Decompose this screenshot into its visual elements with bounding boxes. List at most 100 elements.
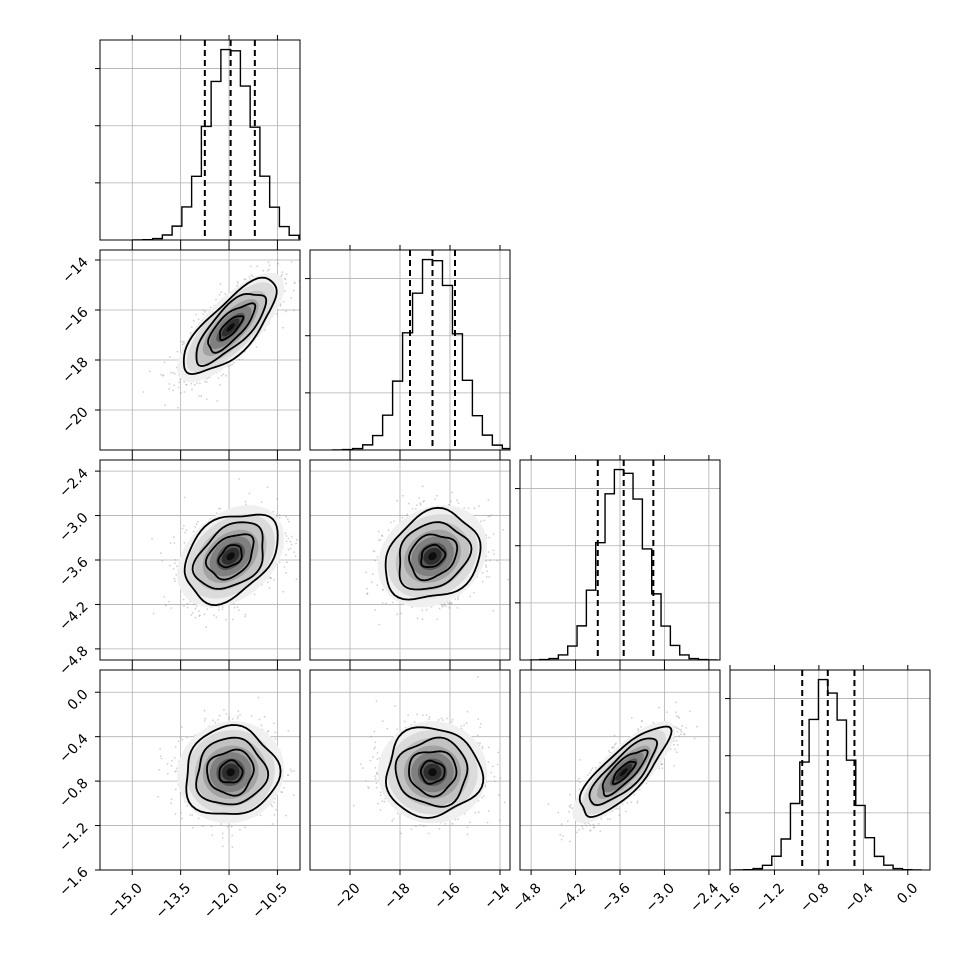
frame-2-1 [309, 459, 511, 661]
scatter-point-2-0-868 [238, 478, 241, 480]
scatter-point-3-0-368 [211, 834, 214, 836]
scatter-point-1-0-1268 [172, 371, 175, 374]
scatter-point-2-0-1034 [231, 618, 234, 621]
scatter-point-2-0-773 [225, 618, 227, 621]
scatter-point-1-0-1254 [220, 291, 223, 293]
scatter-point-2-0-392 [151, 537, 153, 540]
scatter-point-2-0-1158 [161, 559, 164, 562]
scatter-point-3-0-467 [260, 724, 263, 727]
panels-layer [95, 35, 931, 875]
scatter-point-3-0-384 [271, 823, 274, 825]
scatter-point-2-0-91 [296, 538, 298, 541]
contour-1-0-3 [182, 276, 278, 376]
scatter-point-1-0-749 [244, 278, 247, 281]
scatter-point-2-1-345 [451, 491, 453, 494]
frame-2-0 [99, 459, 301, 661]
scatter-point-2-1-446 [456, 499, 458, 502]
scatter-point-2-1-498 [488, 576, 491, 578]
panel-0-0-content [100, 40, 300, 240]
scatter-point-1-0-1178 [276, 312, 278, 315]
panel-3-0 [95, 665, 301, 875]
scatter-point-1-0-1244 [238, 358, 241, 361]
scatter-point-1-0-13 [222, 373, 225, 376]
scatter-point-1-0-1222 [229, 364, 232, 366]
scatter-point-2-0-78 [278, 516, 281, 519]
density-2-0 [177, 505, 285, 608]
scatter-point-2-1-174 [366, 592, 369, 595]
scatter-point-2-0-567 [205, 626, 208, 629]
scatter-point-2-0-13 [192, 530, 195, 533]
contour-1-0-1 [207, 302, 257, 354]
scatter-point-2-1-26 [391, 601, 394, 604]
scatter-point-2-1-852 [485, 576, 488, 578]
scatter-point-1-0-997 [219, 384, 221, 386]
scatter-point-2-1-107 [485, 559, 487, 562]
scatter-point-2-0-545 [290, 535, 293, 538]
scatter-point-1-0-1158 [293, 282, 296, 285]
scatter-point-2-0-920 [244, 500, 247, 503]
scatter-point-2-0-1303 [283, 566, 286, 568]
scatter-point-2-1-981 [448, 606, 451, 609]
scatter-point-2-1-510 [372, 550, 375, 552]
scatter-point-1-0-256 [250, 274, 253, 276]
scatter-point-2-0-1387 [248, 492, 251, 495]
scatter-point-1-0-833 [262, 269, 265, 272]
scatter-point-2-0-496 [197, 520, 199, 523]
scatter-point-2-1-1348 [408, 502, 410, 505]
scatter-point-3-0-34 [273, 814, 276, 816]
scatter-point-1-0-413 [168, 387, 171, 390]
scatter-point-2-0-775 [287, 520, 290, 523]
scatter-point-2-1-17 [415, 504, 418, 507]
scatter-point-1-0-566 [276, 258, 279, 261]
scatter-point-2-0-1269 [244, 615, 246, 618]
panel-2-2-content [520, 460, 720, 660]
scatter-point-1-0-280 [220, 374, 223, 377]
scatter-point-2-1-1122 [374, 559, 376, 562]
scatter-point-2-0-224 [152, 612, 155, 615]
scatter-point-2-1-79 [401, 516, 404, 519]
scatter-point-2-0-1304 [183, 525, 185, 527]
contour-2-1-0 [420, 543, 447, 568]
scatter-point-1-0-309 [282, 326, 284, 329]
scatter-point-2-0-1272 [195, 523, 198, 526]
scatter-point-2-0-664 [287, 548, 290, 551]
scatter-point-1-0-965 [279, 304, 282, 307]
scatter-point-3-0-82 [239, 828, 241, 831]
scatter-point-2-1-336 [374, 609, 377, 611]
scatter-point-2-1-283 [381, 602, 384, 604]
scatter-point-2-0-939 [285, 535, 288, 537]
scatter-point-1-0-1302 [268, 268, 271, 271]
scatter-point-2-0-347 [190, 614, 193, 616]
scatter-point-2-1-599 [436, 494, 438, 497]
scatter-point-2-0-1169 [267, 581, 269, 584]
scatter-point-2-1-903 [399, 612, 402, 615]
scatter-point-3-0-444 [230, 825, 233, 828]
scatter-point-3-0-31 [221, 845, 224, 848]
scatter-point-1-0-189 [248, 275, 251, 278]
scatter-point-2-1-924 [446, 601, 449, 604]
scatter-point-1-0-756 [266, 269, 269, 272]
scatter-point-2-1-857 [370, 581, 373, 584]
scatter-point-1-0-191 [293, 309, 295, 312]
scatter-point-1-0-184 [205, 381, 208, 384]
scatter-point-3-0-199 [231, 846, 234, 849]
scatter-point-2-1-260 [365, 571, 367, 574]
scatter-point-2-1-761 [483, 519, 486, 522]
scatter-point-1-0-362 [219, 282, 222, 285]
scatter-point-2-0-349 [185, 529, 188, 532]
scatter-point-2-0-561 [164, 604, 167, 607]
scatter-point-1-0-709 [185, 383, 188, 386]
scatter-point-2-1-769 [381, 588, 384, 591]
scatter-point-2-0-921 [181, 527, 184, 530]
scatter-point-2-0-7 [159, 552, 162, 554]
scatter-point-1-0-703 [172, 389, 174, 392]
scatter-point-3-0-11 [192, 826, 194, 829]
scatter-point-2-0-460 [218, 507, 220, 510]
scatter-point-1-0-1091 [180, 391, 182, 394]
scatter-point-1-0-117 [176, 350, 179, 353]
scatter-point-2-0-1164 [286, 518, 289, 520]
scatter-point-2-1-218 [493, 553, 496, 555]
scatter-point-1-0-713 [168, 356, 171, 358]
scatter-point-2-0-1011 [245, 503, 247, 506]
scatter-point-1-0-946 [194, 384, 196, 386]
